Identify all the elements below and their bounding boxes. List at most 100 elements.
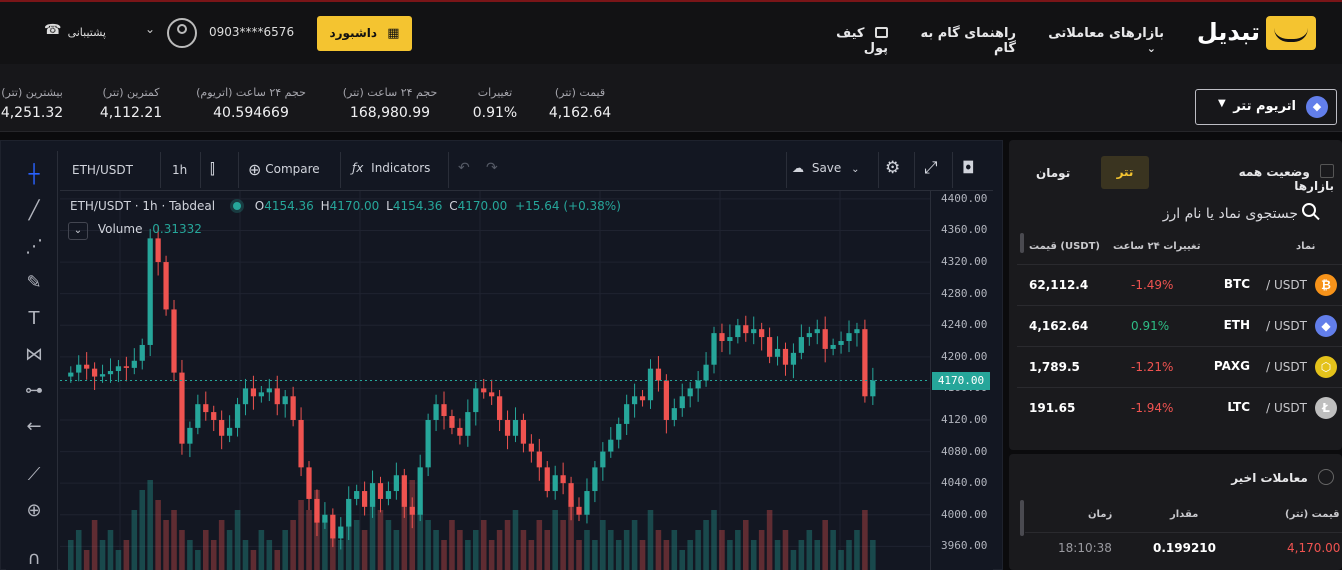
prediction-tool-icon[interactable]: ⊶ [25,380,43,401]
candle-body [385,491,392,499]
candle-body [282,396,288,405]
volume-bar [750,540,757,570]
volume-bar [743,520,749,570]
candle-body [846,333,852,342]
save-button[interactable]: ☁ Save ⌄ [792,161,860,175]
volume-bar [226,530,233,570]
interval-button[interactable]: 1h [172,163,188,177]
live-dot-icon [232,202,241,210]
candle-body [250,388,257,397]
crosshair-icon[interactable]: ┼ [28,164,40,185]
volume-bar [870,540,876,570]
candle-body [195,404,201,428]
scrollbar-thumb[interactable] [1020,500,1024,536]
candle-body [473,388,479,413]
ticker-bar [0,64,1342,132]
fib-tool-icon[interactable]: ⋰ [25,236,43,257]
zoom-in-icon[interactable]: ⊕ [26,500,42,521]
volume-bar [330,530,336,570]
collapse-legend-icon[interactable]: ⌄ [68,222,88,240]
ruler-icon[interactable]: ⟋ [27,464,41,485]
market-change: -1.94% [1131,401,1174,415]
settings-gear-icon[interactable]: ⚙ [885,158,901,178]
indicators-button[interactable]: ƒx Indicators [352,161,430,175]
logo[interactable]: تبدیل [1197,14,1320,52]
pair-name: اتریوم تتر [1233,99,1296,114]
compare-button[interactable]: ⊕ Compare [248,160,320,179]
volume-bar [528,540,535,570]
volume-bar [798,540,805,570]
back-arrow-icon[interactable]: ← [26,416,42,437]
y-tick-label: 4120.00 [941,412,988,426]
candle-body [600,451,606,468]
candle-body [163,262,169,310]
candle-body [679,396,685,409]
undo-icon[interactable]: ↶ [458,160,470,176]
volume-bar [107,530,114,570]
pair-selector[interactable]: ◆ اتریوم تتر ▼ [1195,89,1337,125]
nav-markets[interactable]: بازارهای معاملاتی ⌄ [1046,26,1164,56]
candles-type-icon[interactable]: ⫿ [210,160,215,178]
tab-usdt[interactable]: تتر [1101,156,1149,189]
pattern-tool-icon[interactable]: ⋈ [25,344,43,365]
candle-body [346,498,352,527]
candle-body [496,396,503,420]
y-tick-label: 4400.00 [941,191,988,205]
volume-bar [298,500,304,570]
brush-icon[interactable]: ✎ [26,272,42,293]
candle-body [703,364,709,381]
avatar-head-icon [177,24,187,34]
volume-bar [210,540,217,570]
text-tool-icon[interactable]: T [28,308,40,329]
volume-bar [576,540,582,570]
snapshot-camera-icon[interactable]: ◘ [962,158,975,177]
support-link[interactable]: پشتیبانی [44,26,106,39]
volume-bar [258,530,265,570]
volume-bar [679,550,686,570]
trend-line-icon[interactable]: ╱ [28,200,40,221]
volume-bar [703,520,709,570]
symbol-button[interactable]: ETH/USDT [72,163,133,177]
market-row[interactable]: Ł / USDT LTC -1.94% 191.65 [1017,387,1342,428]
candle-body [409,506,415,515]
user-menu[interactable]: ⌄ 0903****6576 [145,18,295,48]
market-row[interactable]: ₿ / USDT BTC -1.49% 62,112.4 [1017,264,1342,305]
scrollbar-thumb[interactable] [1020,233,1024,253]
volume-legend: ⌄ Volume 0.31332 [68,222,202,240]
volume-bar [338,540,344,570]
nav-wallet[interactable]: کیف پول [808,26,888,56]
recent-title: معاملات اخیر [1200,469,1334,485]
market-quote: / USDT [1262,319,1307,333]
volume-bar [639,540,646,570]
market-row[interactable]: ◆ / USDT ETH 0.91% 4,162.64 [1017,305,1342,346]
candle-body [790,352,797,365]
volume-bar [322,520,328,570]
volume-bar [608,530,614,570]
search-input[interactable] [1030,200,1298,228]
fullscreen-icon[interactable]: ⤢ [924,158,938,178]
volume-bar [536,520,543,570]
magnet-icon[interactable]: ∩ [27,548,41,569]
volume-bar [758,530,765,570]
candlestick-chart[interactable] [60,191,930,570]
candle-body [449,416,455,428]
dashboard-button[interactable]: ▦ داشبورد [317,16,412,51]
market-row[interactable]: ⬡ / USDT PAXG -1.21% 1,789.5 [1017,346,1342,387]
volume-bar [830,530,836,570]
candle-body [774,348,781,357]
y-tick-label: 4360.00 [941,223,988,237]
market-price: 62,112.4 [1029,278,1089,292]
volume-bar [520,530,527,570]
candle-body [655,368,662,381]
market-base: BTC [1223,277,1250,291]
plus-circle-icon: ⊕ [248,160,262,179]
stat-volume-usdt: حجم ۲۴ ساعت (تتر) 168,980.99 [342,86,438,121]
redo-icon[interactable]: ↷ [486,160,498,176]
volume-bar [687,540,693,570]
candle-body [433,404,439,420]
candle-body [417,467,423,515]
nav-guide[interactable]: راهنمای گام به گام [912,26,1016,56]
volume-bar [719,530,725,570]
candle-body [234,404,241,428]
tab-toman[interactable]: تومان [1036,166,1071,180]
